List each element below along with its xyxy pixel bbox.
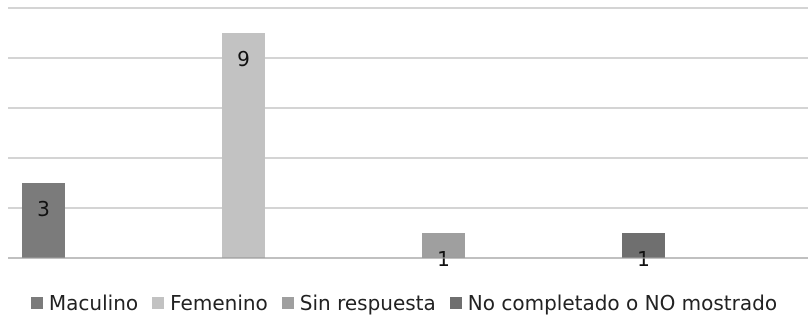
legend-item-maculino: Maculino <box>30 291 139 315</box>
legend-item-femenino: Femenino <box>152 291 268 315</box>
data-label-1: 9 <box>237 47 250 71</box>
legend: Maculino Femenino Sin respuesta No compl… <box>0 286 808 320</box>
data-label-3: 1 <box>637 247 650 271</box>
legend-swatch-femenino <box>152 297 165 309</box>
legend-swatch-sin-respuesta <box>281 297 294 309</box>
bar-2 <box>422 233 465 258</box>
legend-label-femenino: Femenino <box>170 291 268 315</box>
legend-swatch-maculino <box>30 297 43 309</box>
bar-0 <box>22 183 65 258</box>
grid-lines <box>8 7 808 209</box>
legend-swatch-no-completado <box>449 297 462 309</box>
data-label-0: 3 <box>37 197 50 221</box>
data-label-2: 1 <box>437 247 450 271</box>
legend-label-no-completado: No completado o NO mostrado <box>467 291 778 315</box>
legend-label-sin-respuesta: Sin respuesta <box>299 291 436 315</box>
bar-3 <box>622 233 665 258</box>
bars <box>22 33 665 258</box>
data-labels: 3 9 1 1 <box>37 47 650 271</box>
legend-item-sin-respuesta: Sin respuesta <box>281 291 436 315</box>
legend-item-no-completado: No completado o NO mostrado <box>449 291 778 315</box>
legend-label-maculino: Maculino <box>48 291 139 315</box>
bar-chart: 3 9 1 1 <box>8 7 808 271</box>
bar-1 <box>222 33 265 258</box>
